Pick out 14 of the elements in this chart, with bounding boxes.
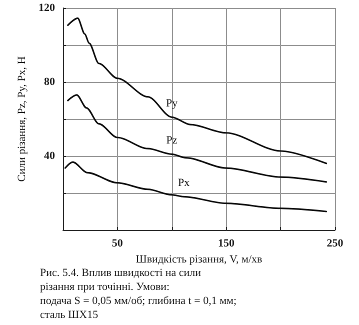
x-tick-label: 50	[112, 238, 124, 250]
y-tick-label: 120	[38, 2, 56, 14]
y-tick-label: 40	[44, 150, 56, 162]
series-label: Px	[178, 177, 190, 190]
y-axis-title: Сили різання, Pz, Py, Px, Н	[16, 56, 28, 182]
x-axis-title: Швидкість різання, V, м/хв	[136, 253, 262, 266]
x-tick-label: 150	[218, 238, 235, 250]
y-tick-label: 80	[44, 76, 56, 88]
series-label: Py	[166, 98, 178, 110]
line-series	[67, 17, 328, 164]
line-series	[64, 161, 328, 212]
x-tick-label: 250	[326, 238, 344, 250]
text: Рис. 5.4. Вплив швидкості на сили різання при точінні. Умови: подача S = 0,05 мм/об; глибина t = 0,1 мм; сталь ШХ15	[40, 267, 240, 321]
series-label: Pz	[166, 134, 178, 147]
